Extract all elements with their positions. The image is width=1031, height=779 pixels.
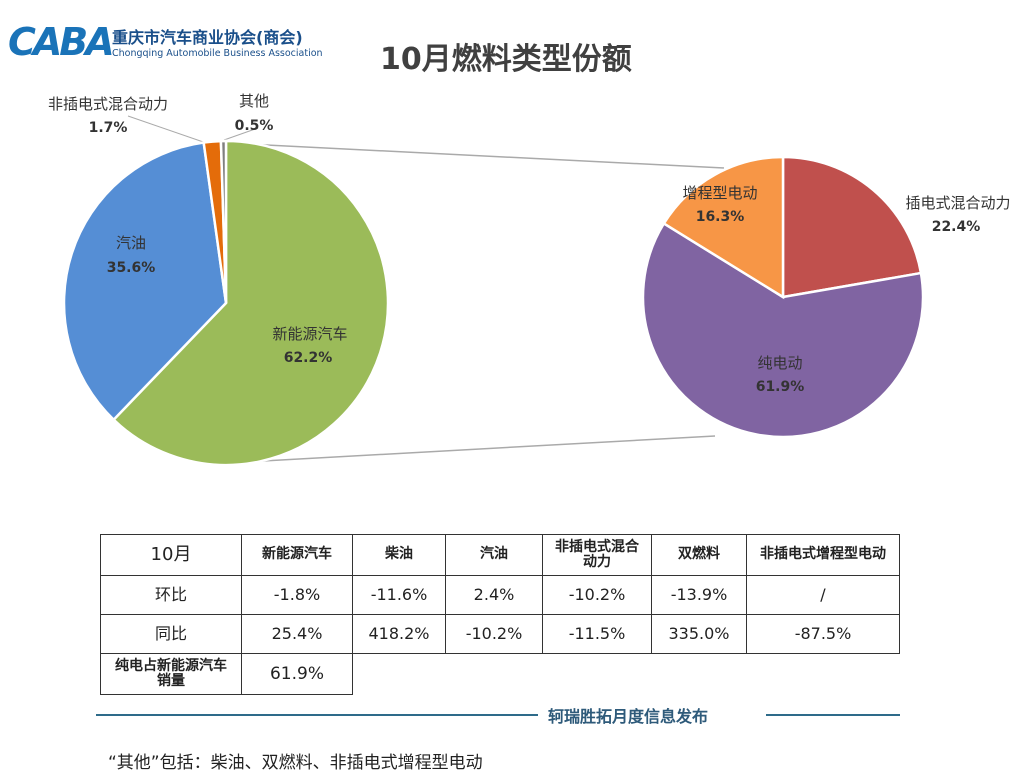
table-header-cell: 汽油 (445, 534, 543, 576)
table-cell: -10.2% (445, 614, 543, 654)
nev-pie-slice-1 (641, 221, 925, 439)
logo-mark: CABA (8, 20, 115, 64)
logo: CABA 重庆市汽车商业协会(商会) Chongqing Automobile … (8, 18, 328, 68)
main-pie-slice-3 (219, 139, 228, 304)
table-header-cell: 10月 (100, 534, 242, 576)
leader-line-phev (127, 115, 213, 146)
table-cell: 环比 (100, 575, 242, 615)
table-header-row: 10月 新能源汽车 柴油 汽油 非插电式混合动力 双燃料 非插电式增程型电动 (100, 534, 900, 576)
table-row: 同比 25.4% 418.2% -10.2% -11.5% 335.0% -87… (100, 614, 900, 654)
table-cell: -11.5% (542, 614, 652, 654)
table-cell: -1.8% (241, 575, 353, 615)
slice-label-other: 其他 (239, 92, 269, 110)
table-row: 环比 -1.8% -11.6% 2.4% -10.2% -13.9% / (100, 575, 900, 615)
page-title: 10月燃料类型份额 (380, 42, 632, 77)
nev-breakdown-pie (641, 155, 925, 439)
pie-charts: 新能源汽车 62.2% 汽油 35.6% 非插电式混合动力 1.7% 其他 0.… (48, 92, 1011, 467)
table-cell: 2.4% (445, 575, 543, 615)
nev-pie-slice-2 (662, 155, 785, 300)
table-cell: / (746, 575, 900, 615)
logo-chinese-name: 重庆市汽车商业协会(商会) (112, 28, 303, 47)
slice-label-erev: 增程型电动 (682, 184, 757, 202)
slice-value-erev: 16.3% (696, 209, 745, 225)
slice-value-plugin-hybrid: 22.4% (932, 219, 981, 235)
logo-english-name: Chongqing Automobile Business Associatio… (112, 48, 323, 59)
table-cell: 同比 (100, 614, 242, 654)
main-pie-slice-1 (62, 141, 228, 422)
bev-share-value: 61.9% (241, 653, 353, 695)
table-header-cell: 新能源汽车 (241, 534, 353, 576)
footer-rule-right (766, 714, 900, 716)
table-cell: 335.0% (651, 614, 747, 654)
bev-share-label: 纯电占新能源汽车销量 (100, 653, 242, 695)
main-pie-slice-0 (111, 139, 390, 467)
table-cell: 418.2% (352, 614, 446, 654)
table-cell: -87.5% (746, 614, 900, 654)
table-header-cell: 双燃料 (651, 534, 747, 576)
leader-line-other (223, 127, 259, 141)
table-header-cell: 柴油 (352, 534, 446, 576)
table-header-cell: 非插电式增程型电动 (746, 534, 900, 576)
table-cell: 25.4% (241, 614, 353, 654)
connector-top (225, 142, 725, 169)
slice-label-gasoline: 汽油 (116, 234, 146, 252)
table-row: 纯电占新能源汽车销量 61.9% (100, 653, 900, 695)
footnote: “其他”包括：柴油、双燃料、非插电式增程型电动 (108, 753, 483, 773)
slice-value-gasoline: 35.6% (107, 260, 156, 276)
footer-rule-left (96, 714, 538, 716)
table-blank (353, 654, 900, 695)
slice-value-phev: 1.7% (89, 120, 128, 136)
table-cell: -11.6% (352, 575, 446, 615)
table-cell: -13.9% (651, 575, 747, 615)
slice-label-bev: 纯电动 (757, 354, 802, 372)
nev-pie-slice-0 (781, 155, 923, 299)
footer-publisher: 轲瑞胜拓月度信息发布 (548, 707, 709, 726)
slice-value-nev: 62.2% (284, 350, 333, 366)
slice-label-phev: 非插电式混合动力 (48, 95, 168, 113)
table-cell: -10.2% (542, 575, 652, 615)
table-header-cell: 非插电式混合动力 (542, 534, 652, 576)
main-pie (62, 139, 390, 467)
connector-bottom (225, 435, 716, 464)
stats-table: 10月 新能源汽车 柴油 汽油 非插电式混合动力 双燃料 非插电式增程型电动 环… (100, 534, 900, 695)
slice-label-plugin-hybrid: 插电式混合动力 (905, 194, 1010, 212)
slice-value-bev: 61.9% (756, 379, 805, 395)
slice-value-other: 0.5% (235, 118, 274, 134)
slice-label-nev: 新能源汽车 (272, 325, 347, 343)
